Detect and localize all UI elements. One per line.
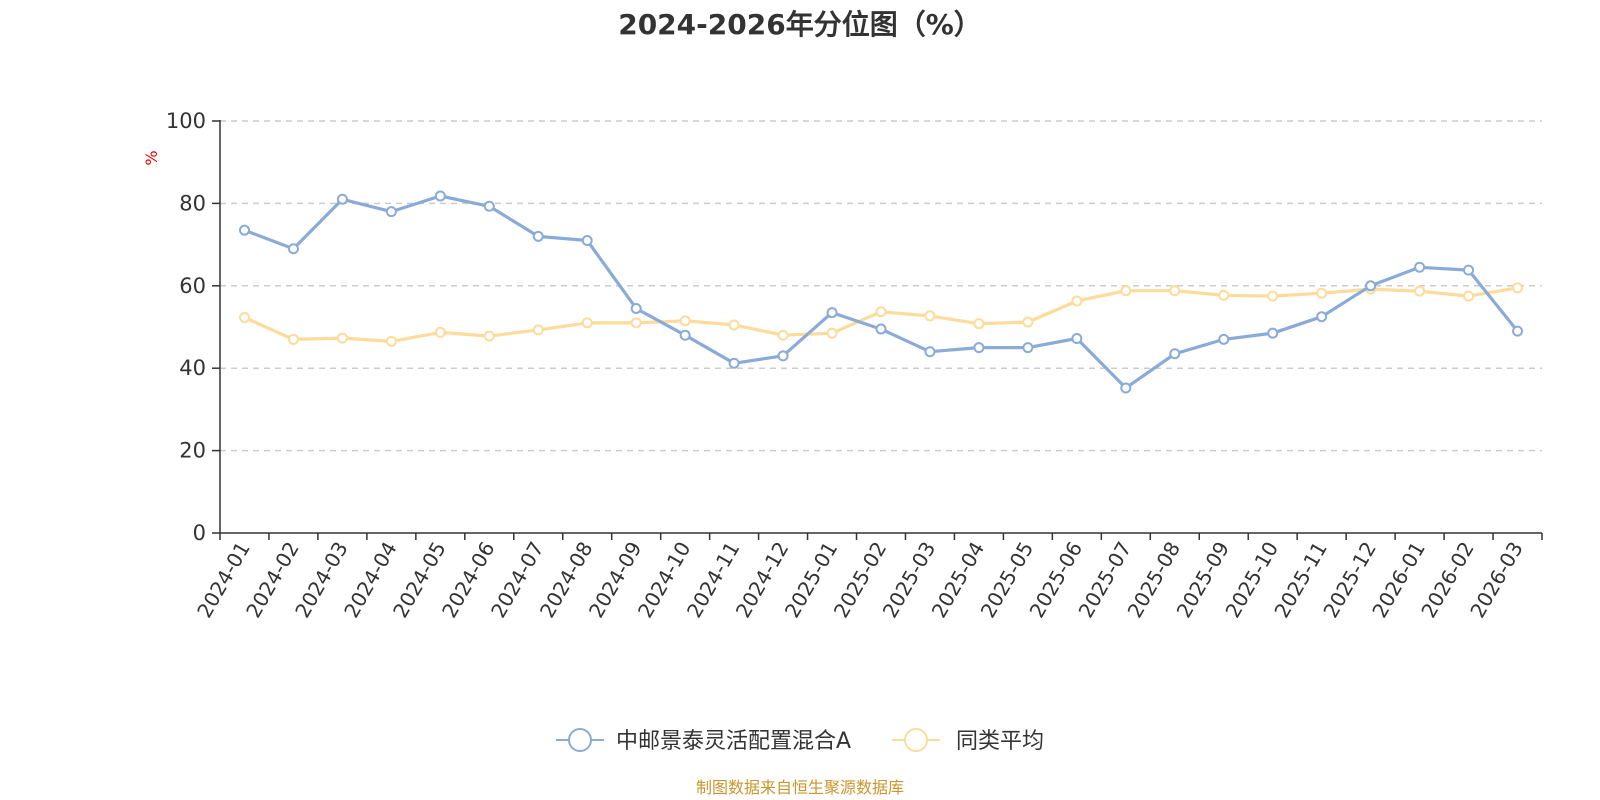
axes: 0204060801002024-012024-022024-032024-04… [166,109,1543,622]
data-point[interactable] [581,317,593,329]
data-point[interactable] [336,193,348,205]
data-point[interactable] [1120,382,1132,394]
legend-item-fund[interactable]: 中邮景泰灵活配置混合A [556,728,851,754]
legend: 中邮景泰灵活配置混合A 同类平均 [556,728,1044,754]
data-point[interactable] [532,230,544,242]
data-point[interactable] [1218,289,1230,301]
data-point[interactable] [777,350,789,362]
y-tick-label: 100 [166,109,206,133]
y-axis-unit: % [142,150,161,165]
data-point[interactable] [826,307,838,319]
data-point[interactable] [1512,325,1524,337]
data-point[interactable] [630,302,642,314]
data-point[interactable] [1512,282,1524,294]
legend-fund-marker-icon [568,728,592,752]
data-point[interactable] [973,342,985,354]
legend-label-fund: 中邮景泰灵活配置混合A [616,729,851,754]
legend-label-average: 同类平均 [956,729,1044,754]
grid-lines [220,120,1542,452]
data-point[interactable] [1414,261,1426,273]
data-point[interactable] [1414,285,1426,297]
legend-average-marker-icon [904,728,928,752]
data-point[interactable] [1316,311,1328,323]
data-point[interactable] [385,335,397,347]
data-point[interactable] [826,327,838,339]
data-point[interactable] [777,329,789,341]
data-point[interactable] [1267,327,1279,339]
data-point[interactable] [238,312,250,324]
data-point[interactable] [434,190,446,202]
data-point[interactable] [287,243,299,255]
data-point[interactable] [1022,316,1034,328]
data-point[interactable] [1267,290,1279,302]
data-point[interactable] [1218,333,1230,345]
data-point[interactable] [1022,342,1034,354]
data-point[interactable] [1071,295,1083,307]
data-point[interactable] [728,319,740,331]
y-tick-label: 40 [179,356,206,380]
data-point[interactable] [581,234,593,246]
data-point[interactable] [238,224,250,236]
data-point[interactable] [1463,290,1475,302]
data-point[interactable] [287,333,299,345]
data-point[interactable] [434,326,446,338]
data-point[interactable] [679,315,691,327]
data-point[interactable] [336,332,348,344]
data-point[interactable] [1169,285,1181,297]
data-point[interactable] [630,317,642,329]
legend-item-average[interactable]: 同类平均 [892,728,1044,754]
y-tick-label: 60 [179,274,206,298]
data-point[interactable] [875,323,887,335]
data-source-note: 制图数据来自恒生聚源数据库 [696,778,904,797]
series-lines [238,190,1524,394]
data-point[interactable] [728,357,740,369]
data-point[interactable] [1316,287,1328,299]
data-point[interactable] [875,306,887,318]
data-point[interactable] [973,318,985,330]
data-point[interactable] [483,330,495,342]
data-point[interactable] [385,206,397,218]
data-point[interactable] [532,324,544,336]
y-tick-label: 80 [179,191,206,215]
y-tick-label: 0 [193,521,206,545]
data-point[interactable] [924,310,936,322]
data-point[interactable] [1169,348,1181,360]
y-tick-label: 20 [179,439,206,463]
chart-title: 2024-2026年分位图（%） [618,8,982,41]
data-point[interactable] [483,200,495,212]
data-point[interactable] [1120,285,1132,297]
data-point[interactable] [1071,333,1083,345]
data-point[interactable] [679,329,691,341]
data-point[interactable] [924,346,936,358]
data-point[interactable] [1365,280,1377,292]
data-point[interactable] [1463,264,1475,276]
